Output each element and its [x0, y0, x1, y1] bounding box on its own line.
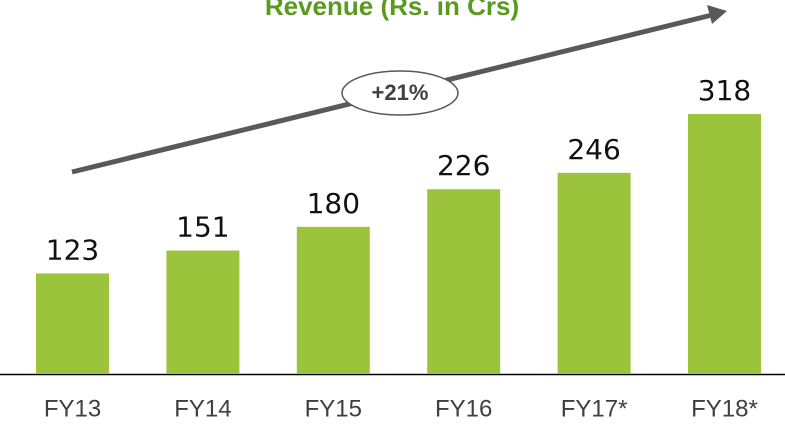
value-label: 246: [567, 133, 620, 166]
bar: [427, 189, 501, 374]
value-label: 226: [437, 149, 490, 182]
value-label: 123: [46, 233, 99, 266]
x-tick-label: FY16: [435, 395, 492, 422]
arrow-head: [707, 5, 727, 24]
bar: [688, 114, 761, 374]
x-tick-label: FY13: [44, 395, 101, 422]
value-label: 180: [307, 187, 360, 220]
annotation: +21%: [372, 80, 429, 105]
x-tick-label: FY17*: [561, 395, 628, 422]
x-tick-label: FY14: [174, 395, 231, 422]
bar: [166, 250, 240, 374]
bar: [557, 172, 631, 374]
x-tick-label: FY15: [305, 395, 362, 422]
annotation-ellipse: [341, 70, 459, 116]
x-tick-label: FY18*: [691, 395, 758, 422]
bar: [36, 273, 109, 374]
chart-title: Revenue (Rs. in Crs): [265, 0, 519, 21]
value-label: 318: [698, 74, 751, 107]
bar: [296, 226, 370, 374]
value-label: 151: [176, 211, 229, 244]
